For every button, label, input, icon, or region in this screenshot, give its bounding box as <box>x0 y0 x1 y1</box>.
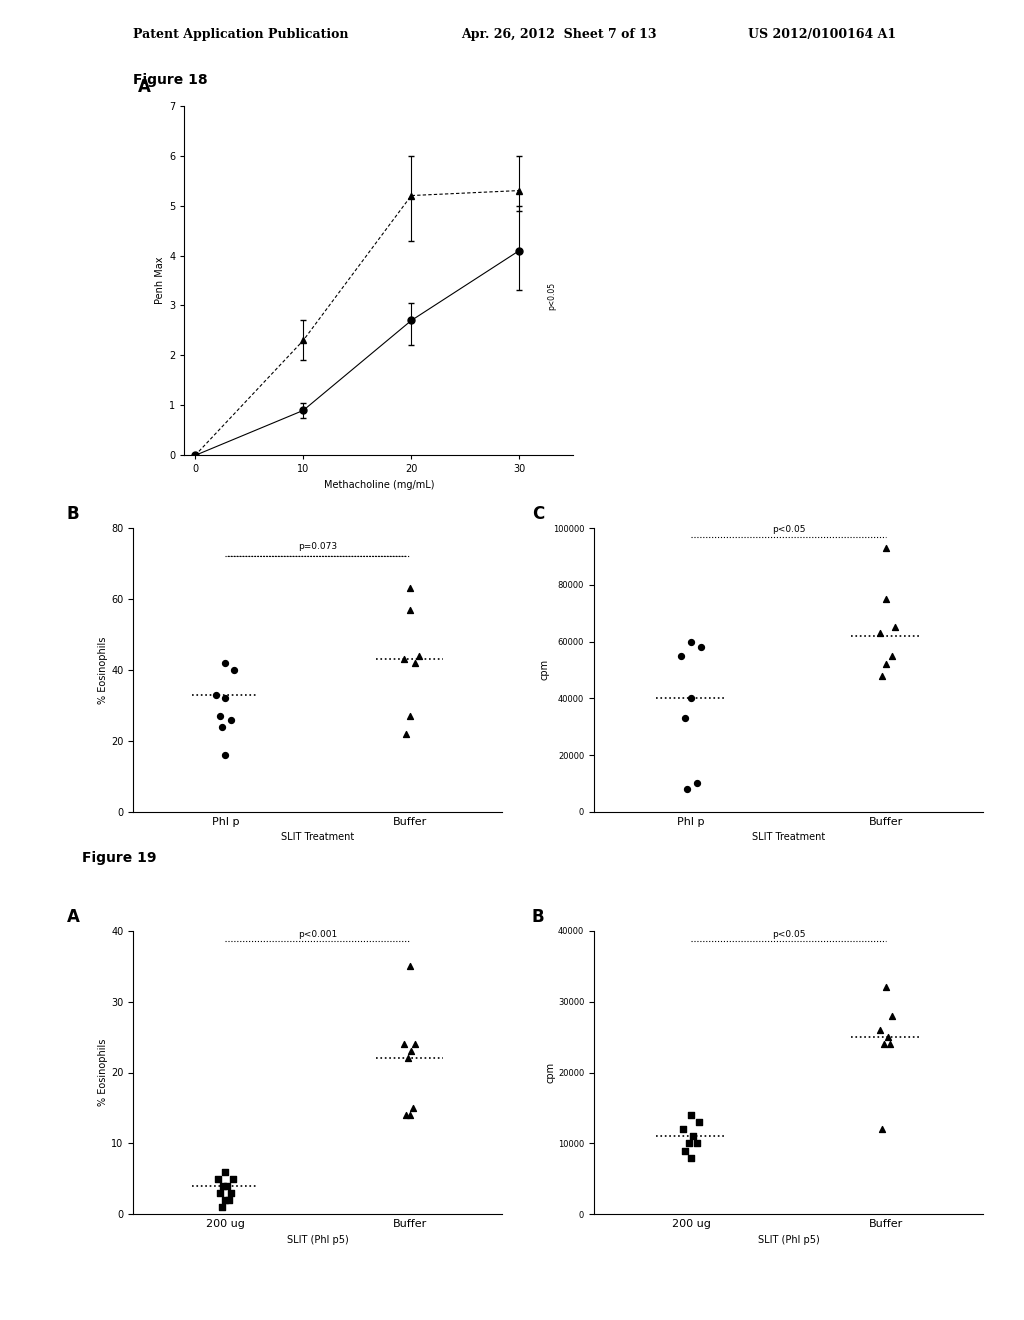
Point <box>215 1175 231 1196</box>
X-axis label: SLIT Treatment: SLIT Treatment <box>281 832 354 842</box>
Y-axis label: cpm: cpm <box>545 1061 555 1084</box>
Point <box>675 1118 691 1139</box>
Point <box>217 652 233 673</box>
Y-axis label: Penh Max: Penh Max <box>155 257 165 304</box>
Point <box>411 645 427 667</box>
Point <box>674 645 690 667</box>
Point <box>210 1168 226 1189</box>
Point <box>406 1097 422 1118</box>
Point <box>399 1048 416 1069</box>
Point <box>683 631 699 652</box>
Point <box>213 1197 229 1218</box>
Point <box>217 688 233 709</box>
Point <box>397 723 414 744</box>
Text: Figure 18: Figure 18 <box>133 73 208 87</box>
Point <box>884 645 900 667</box>
Point <box>871 1019 888 1040</box>
Point <box>396 1034 413 1055</box>
Point <box>222 709 239 730</box>
Text: p<0.05: p<0.05 <box>547 281 556 310</box>
Point <box>880 1027 896 1048</box>
Point <box>221 1189 238 1210</box>
Point <box>217 1162 233 1183</box>
Point <box>219 1175 236 1196</box>
Point <box>224 1168 241 1189</box>
Text: p<0.05: p<0.05 <box>772 524 805 533</box>
Point <box>401 956 418 977</box>
Point <box>212 1183 228 1204</box>
Point <box>397 1105 414 1126</box>
Point <box>871 623 888 644</box>
Point <box>217 1189 233 1210</box>
Point <box>689 1133 706 1154</box>
Point <box>407 1034 423 1055</box>
Point <box>226 660 243 681</box>
Text: p<0.05: p<0.05 <box>772 931 805 939</box>
Point <box>407 652 423 673</box>
X-axis label: Methacholine (mg/mL): Methacholine (mg/mL) <box>324 480 434 490</box>
Point <box>401 1105 418 1126</box>
Point <box>683 1147 699 1168</box>
Text: Apr. 26, 2012  Sheet 7 of 13: Apr. 26, 2012 Sheet 7 of 13 <box>461 28 656 41</box>
Y-axis label: % Eosinophils: % Eosinophils <box>98 1039 109 1106</box>
Point <box>396 648 413 669</box>
Point <box>222 1183 239 1204</box>
Text: p<0.001: p<0.001 <box>298 931 337 939</box>
Point <box>677 708 693 729</box>
Point <box>208 684 224 705</box>
Point <box>677 1140 693 1162</box>
Text: US 2012/0100164 A1: US 2012/0100164 A1 <box>748 28 896 41</box>
Text: A: A <box>67 908 80 925</box>
Y-axis label: % Eosinophils: % Eosinophils <box>98 636 109 704</box>
Y-axis label: cpm: cpm <box>540 659 550 681</box>
Point <box>691 1111 708 1133</box>
Point <box>401 599 418 620</box>
Point <box>401 705 418 726</box>
Point <box>878 977 894 998</box>
Point <box>689 772 706 793</box>
Point <box>692 636 709 657</box>
Point <box>212 705 228 726</box>
Point <box>884 1006 900 1027</box>
Text: p=0.073: p=0.073 <box>298 543 337 550</box>
Point <box>876 1034 892 1055</box>
Point <box>887 616 903 638</box>
Point <box>217 744 233 766</box>
Point <box>213 715 229 737</box>
Point <box>401 578 418 599</box>
Point <box>878 653 894 675</box>
Text: C: C <box>531 506 544 523</box>
Point <box>873 1118 890 1139</box>
Text: Patent Application Publication: Patent Application Publication <box>133 28 348 41</box>
X-axis label: SLIT (Phl p5): SLIT (Phl p5) <box>287 1234 348 1245</box>
Point <box>882 1034 898 1055</box>
Point <box>683 688 699 709</box>
Point <box>878 589 894 610</box>
Text: B: B <box>67 506 80 523</box>
X-axis label: SLIT (Phl p5): SLIT (Phl p5) <box>758 1234 819 1245</box>
Point <box>683 1105 699 1126</box>
Point <box>685 1126 701 1147</box>
Point <box>873 665 890 686</box>
Point <box>403 1040 420 1061</box>
Point <box>878 537 894 558</box>
Point <box>681 1133 697 1154</box>
Point <box>679 779 695 800</box>
Text: A: A <box>137 78 151 95</box>
Text: B: B <box>531 908 545 925</box>
Text: Figure 19: Figure 19 <box>82 851 157 866</box>
X-axis label: SLIT Treatment: SLIT Treatment <box>752 832 825 842</box>
